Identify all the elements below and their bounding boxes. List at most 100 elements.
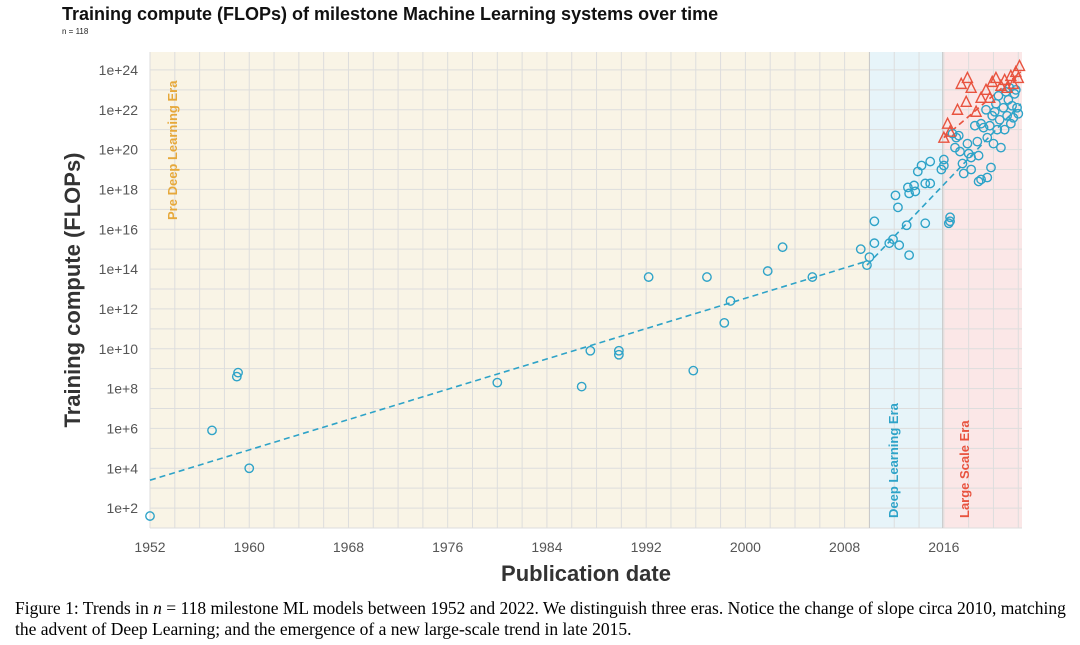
era-label-large-scale: Large Scale Era: [957, 420, 972, 518]
data-point-circle: [943, 218, 954, 229]
data-point-triangle: [1004, 68, 1017, 82]
data-point-circle: [890, 190, 901, 201]
data-point-circle: [986, 162, 996, 173]
data-point-circle: [958, 168, 969, 179]
data-point-circle: [1005, 118, 1016, 129]
data-point-circle: [973, 176, 984, 187]
data-point-circle: [993, 90, 1004, 101]
caption-text-before: Trends in: [82, 598, 149, 618]
era-label-deep-learning: Deep Learning Era: [886, 402, 901, 518]
data-point-triangle: [974, 90, 988, 104]
data-point-circle: [244, 463, 255, 474]
data-point-circle: [869, 216, 880, 227]
data-point-circle: [576, 381, 587, 392]
y-tick-label: 1e+12: [99, 301, 139, 317]
data-point-circle: [888, 234, 898, 245]
x-tick-label: 2008: [829, 539, 860, 555]
data-point-circle: [613, 345, 624, 356]
data-point-circle: [982, 132, 993, 143]
y-tick-label: 1e+2: [106, 500, 138, 516]
era-background-deep-learning: [869, 52, 943, 528]
data-point-circle: [864, 252, 875, 263]
data-point-circle: [916, 160, 927, 171]
data-point-circle: [982, 172, 993, 183]
y-tick-label: 1e+24: [99, 62, 139, 78]
x-axis-label: Publication date: [501, 561, 671, 586]
data-point-circle: [688, 365, 699, 376]
data-point-triangle: [1000, 80, 1014, 94]
data-point-circle: [920, 178, 931, 189]
data-point-circle: [910, 186, 921, 197]
x-tick-label: 2000: [730, 539, 761, 555]
x-tick-label: 1976: [432, 539, 463, 555]
data-point-circle: [978, 122, 989, 133]
data-point-circle: [869, 238, 880, 249]
data-point-circle: [893, 202, 903, 213]
data-point-circle: [945, 212, 955, 223]
data-point-circle: [1013, 108, 1024, 119]
data-point-circle: [994, 114, 1005, 125]
data-point-circle: [920, 218, 931, 229]
caption-math-variable: n: [153, 598, 162, 618]
y-tick-label: 1e+20: [99, 142, 139, 158]
data-point-circle: [945, 216, 955, 227]
data-point-circle: [976, 174, 986, 185]
data-point-circle: [807, 272, 818, 282]
data-point-circle: [972, 136, 983, 147]
chart-subtitle: n = 118: [62, 27, 89, 36]
data-point-circle: [725, 296, 736, 306]
y-tick-label: 1e+6: [106, 420, 138, 436]
data-point-triangle: [965, 80, 978, 94]
data-point-circle: [894, 240, 905, 251]
data-point-triangle: [955, 76, 968, 90]
data-point-triangle: [998, 72, 1011, 86]
data-point-circle: [901, 220, 912, 231]
data-point-circle: [973, 150, 984, 161]
data-point-circle: [992, 124, 1003, 135]
data-point-circle: [1009, 88, 1020, 99]
x-tick-label: 2016: [928, 539, 959, 555]
data-point-triangle: [943, 124, 957, 137]
data-point-circle: [207, 425, 217, 436]
data-point-triangle: [969, 104, 983, 117]
data-point-circle: [938, 154, 949, 165]
data-point-triangle: [961, 70, 974, 84]
x-tick-label: 1984: [531, 539, 562, 555]
data-point-circle: [904, 250, 915, 261]
caption-label: Figure 1:: [15, 598, 79, 618]
data-point-circle: [702, 272, 712, 282]
data-point-circle: [996, 142, 1006, 153]
caption-text-after: = 118 milestone ML models between 1952 a…: [15, 598, 1066, 639]
data-point-circle: [231, 371, 242, 382]
data-point-triangle: [1007, 76, 1020, 90]
chart-svg: 1952 1960 1968 1976 1984 1992 2000 2008 2016 1e+2…: [60, 52, 1026, 586]
data-point-triangle: [979, 82, 993, 96]
data-point-circle: [145, 511, 155, 521]
trend-line: [149, 260, 868, 481]
data-point-circle: [585, 345, 596, 356]
figure-caption: Figure 1: Trends in n = 118 milestone ML…: [15, 598, 1070, 640]
data-point-circle: [969, 120, 980, 131]
y-tick-label: 1e+8: [106, 381, 138, 397]
data-point-circle: [1007, 100, 1017, 111]
y-tick-label: 1e+16: [99, 221, 139, 237]
data-point-circle: [762, 266, 773, 276]
data-point-circle: [613, 349, 624, 360]
data-point-circle: [1012, 102, 1022, 113]
data-point-circle: [925, 178, 936, 189]
data-point-circle: [902, 182, 913, 193]
y-tick-label: 1e+18: [99, 181, 139, 197]
data-point-circle: [988, 138, 999, 149]
data-point-circle: [233, 367, 243, 378]
data-point-circle: [984, 120, 995, 131]
data-point-triangle: [951, 102, 964, 115]
x-tick-label: 1952: [134, 539, 165, 555]
data-point-circle: [492, 377, 503, 388]
data-point-triangle: [1013, 58, 1026, 72]
data-point-circle: [719, 317, 730, 328]
data-point-triangle: [986, 74, 999, 88]
data-point-circle: [966, 164, 977, 175]
y-tick-label: 1e+14: [99, 261, 139, 277]
data-point-circle: [925, 156, 936, 167]
data-point-circle: [777, 242, 788, 253]
